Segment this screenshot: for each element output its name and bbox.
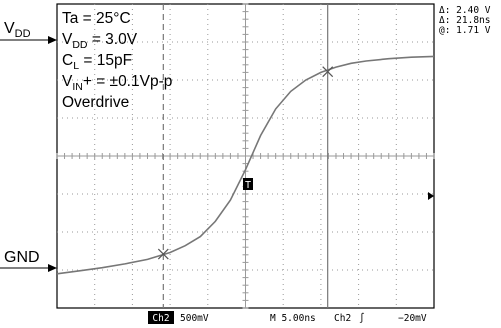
trigger-marker: T <box>243 178 253 191</box>
cursor-crosses <box>157 66 334 260</box>
condition-line: VDD = 3.0V <box>62 31 138 51</box>
cursor-lines <box>162 4 329 308</box>
gnd-label: GND <box>4 249 40 266</box>
condition-line: CL = 15pF <box>62 52 132 72</box>
readout-delta-t: Δ: 21.8ns <box>439 15 490 26</box>
graticule <box>56 3 435 309</box>
gnd-marker: GND <box>0 249 57 272</box>
condition-line: Ta = 25°C <box>62 10 131 27</box>
vdd-label: VDD <box>4 20 31 40</box>
status-time-div: M 5.00ns <box>270 313 316 324</box>
cursor-readout: Δ: 2.40 V Δ: 21.8ns @: 1.71 V <box>439 5 491 36</box>
status-trigger-level: −20mV <box>398 313 427 324</box>
vdd-arrow-icon <box>48 36 57 44</box>
status-volts-div: 500mV <box>180 313 209 324</box>
readout-delta-v: Δ: 2.40 V <box>439 5 491 16</box>
trigger-level-arrow-icon <box>428 192 434 200</box>
waveform-trace <box>56 55 435 275</box>
vdd-marker: VDD <box>0 20 57 44</box>
readout-at-level: @: 1.71 V <box>439 25 491 36</box>
condition-line: Overdrive <box>62 94 129 111</box>
trigger-marker-label: T <box>245 180 251 191</box>
status-trigger-slope: ∫ <box>359 312 365 324</box>
channel-badge <box>148 311 174 324</box>
status-channel: Ch2 <box>152 313 169 324</box>
gnd-arrow-icon <box>48 264 57 272</box>
status-bar: Ch2 500mV M 5.00ns Ch2 ∫ −20mV <box>148 311 427 324</box>
cursor-cross-1 <box>157 248 169 260</box>
status-trigger-source: Ch2 <box>334 313 351 324</box>
cursor-cross-2 <box>322 66 334 78</box>
condition-line: VIN+ = ±0.1Vp-p <box>62 73 172 93</box>
